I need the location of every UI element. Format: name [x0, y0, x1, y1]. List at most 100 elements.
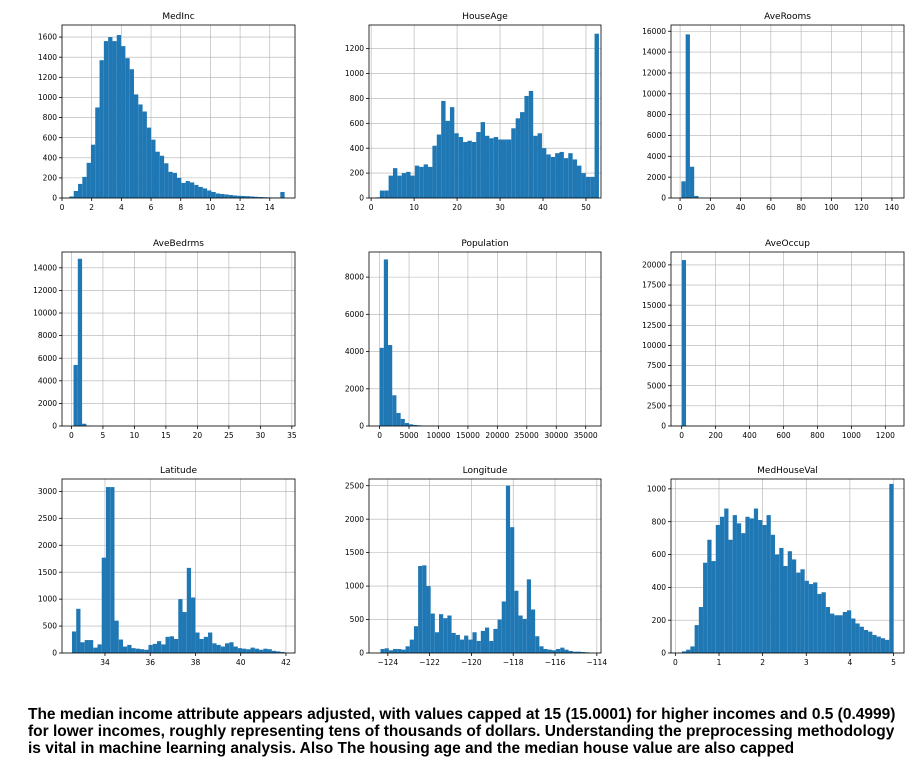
histogram-bar: [90, 144, 96, 198]
histogram-bar: [88, 640, 94, 653]
histogram-bar: [380, 648, 385, 653]
y-tick-label: 2000: [647, 173, 666, 182]
histogram-bar: [514, 590, 519, 653]
histogram-bar: [719, 516, 725, 653]
histogram-bar: [556, 648, 561, 653]
histogram-bar: [414, 165, 420, 198]
histogram-bar: [419, 166, 424, 198]
histogram-bar: [543, 648, 548, 653]
histogram-bar: [133, 94, 139, 198]
histogram-bar: [164, 163, 169, 198]
plot-frame: [61, 251, 296, 427]
y-tick-label: 1500: [38, 568, 57, 577]
histogram-bar: [80, 642, 85, 653]
chart-medinc: MedInc 0 2 4 6 8 10 12 14 0 200 400 600 800 1000 1200 14…: [38, 12, 296, 212]
histogram-bar: [690, 646, 695, 653]
y-tick-label: 1200: [345, 44, 364, 53]
histogram-bar: [172, 172, 178, 198]
histogram-bar: [122, 646, 128, 653]
histogram-bar: [165, 636, 170, 653]
y-tick-label: 200: [652, 616, 667, 625]
histogram-bar: [82, 423, 87, 426]
y-tick-label: 2000: [345, 384, 364, 393]
y-tick-label: 20000: [642, 260, 666, 269]
histogram-bar: [463, 141, 468, 198]
histogram-bar: [480, 122, 485, 198]
histogram-bar: [393, 648, 398, 653]
histogram-bar: [804, 580, 809, 653]
y-tick-label: 2000: [38, 541, 57, 550]
x-tick-label: 14: [265, 203, 275, 212]
histogram-bar: [559, 151, 564, 198]
histogram-bar: [216, 644, 221, 653]
x-tick-label: 50: [581, 203, 591, 212]
y-tick-label: 6000: [38, 354, 57, 363]
histogram-bar: [118, 639, 123, 653]
histogram-bar: [232, 195, 238, 198]
histogram-bar: [476, 640, 481, 653]
histogram-bar: [539, 646, 544, 653]
histogram-bar: [511, 128, 516, 198]
histogram-bar: [250, 196, 255, 198]
chart-latitude: Latitude 34 36 38 40 42 0 500 1000 1500 2000 2500 30…: [38, 466, 296, 667]
x-tick-label: 35000: [574, 431, 598, 440]
histogram-bar: [263, 197, 268, 198]
y-tick-label: 6000: [647, 131, 666, 140]
histogram-bar: [379, 190, 385, 198]
histogram-bar: [551, 650, 557, 653]
histogram-bar: [220, 646, 226, 653]
x-tick-label: 30: [495, 203, 505, 212]
histogram-bar: [842, 611, 847, 653]
x-tick-label: 60: [766, 203, 776, 212]
histogram-bar: [817, 593, 822, 653]
histogram-bar: [505, 485, 511, 653]
x-tick-label: 5000: [399, 431, 418, 440]
x-tick-label: 4: [848, 658, 853, 667]
y-tick-label: 5000: [647, 381, 666, 390]
x-tick-label: 30: [256, 431, 266, 440]
histogram-bar: [138, 104, 143, 198]
histogram-bar: [401, 649, 406, 653]
plot-frame: [61, 478, 296, 654]
histogram-bar: [97, 644, 102, 653]
histogram-bar: [681, 181, 686, 198]
histogram-bar: [468, 639, 473, 653]
x-tick-label: 5: [891, 658, 896, 667]
histogram-bar: [876, 636, 881, 653]
histogram-bar: [73, 190, 79, 198]
y-tick-label: 0: [661, 194, 666, 203]
x-tick-label: 2: [760, 658, 765, 667]
histogram-bar: [267, 649, 272, 653]
histogram-bar: [276, 651, 281, 653]
histogram-bar: [502, 139, 507, 198]
histogram-bar: [242, 648, 247, 653]
histogram-bar: [707, 539, 712, 653]
histogram-bar: [501, 601, 506, 653]
histogram-bar: [838, 615, 843, 653]
histogram-bar: [228, 194, 233, 198]
y-tick-label: 10000: [33, 309, 57, 318]
y-tick-label: 10000: [642, 89, 666, 98]
x-tick-label: 25: [224, 431, 234, 440]
histogram-bar: [498, 139, 503, 198]
x-tick-label: 1000: [842, 431, 861, 440]
histogram-bar: [406, 171, 411, 198]
histogram-bar: [880, 638, 886, 653]
histogram-bar: [69, 196, 74, 198]
histogram-bar: [413, 424, 418, 426]
histogram-bar: [405, 646, 410, 653]
histogram-bar: [528, 90, 534, 198]
chart-avebedrms: AveBedrms 0 5 10 15 20 25 30 35 0 2000 4000 6000 8000…: [33, 239, 297, 440]
y-tick-label: 0: [661, 649, 666, 658]
x-tick-label: 36: [145, 658, 155, 667]
histogram-bar: [885, 639, 890, 653]
chart-longitude: Longitude −124 −122 −120 −118 −116 −114 0 500 100…: [345, 466, 607, 667]
histogram-bar: [186, 567, 192, 653]
histogram-bar: [116, 35, 122, 199]
histogram-bar: [868, 631, 873, 653]
y-tick-label: 0: [52, 422, 57, 431]
histogram-bar: [489, 640, 494, 653]
histogram-bar: [830, 613, 835, 653]
x-tick-label: 800: [810, 431, 825, 440]
histogram-bar: [404, 423, 410, 426]
